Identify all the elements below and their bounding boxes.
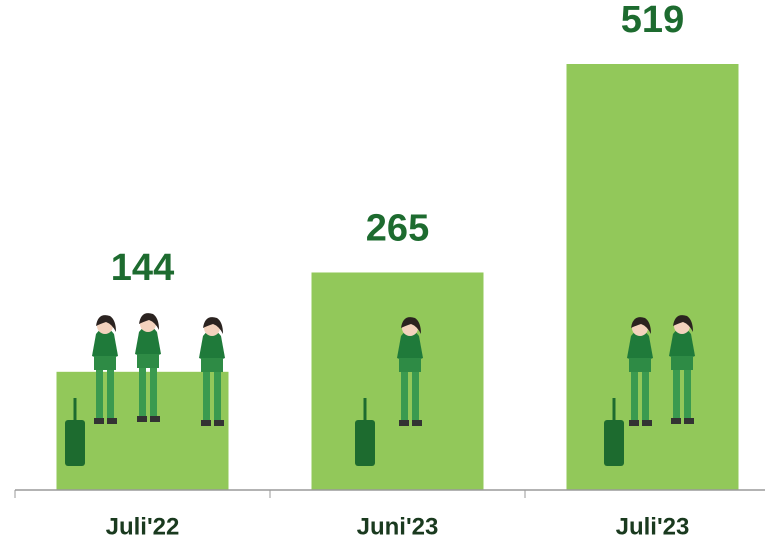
bar xyxy=(312,272,484,490)
x-tick-label: Juli'23 xyxy=(616,513,690,540)
chart: Juli'22 144 Juni'23 265 Juli'23 519 xyxy=(0,0,765,545)
bar xyxy=(567,64,739,490)
value-label: 144 xyxy=(111,247,174,289)
x-tick-label: Juli'22 xyxy=(106,513,180,540)
value-label: 265 xyxy=(366,208,429,250)
x-tick-label: Juni'23 xyxy=(357,513,439,540)
value-label: 519 xyxy=(621,0,684,41)
